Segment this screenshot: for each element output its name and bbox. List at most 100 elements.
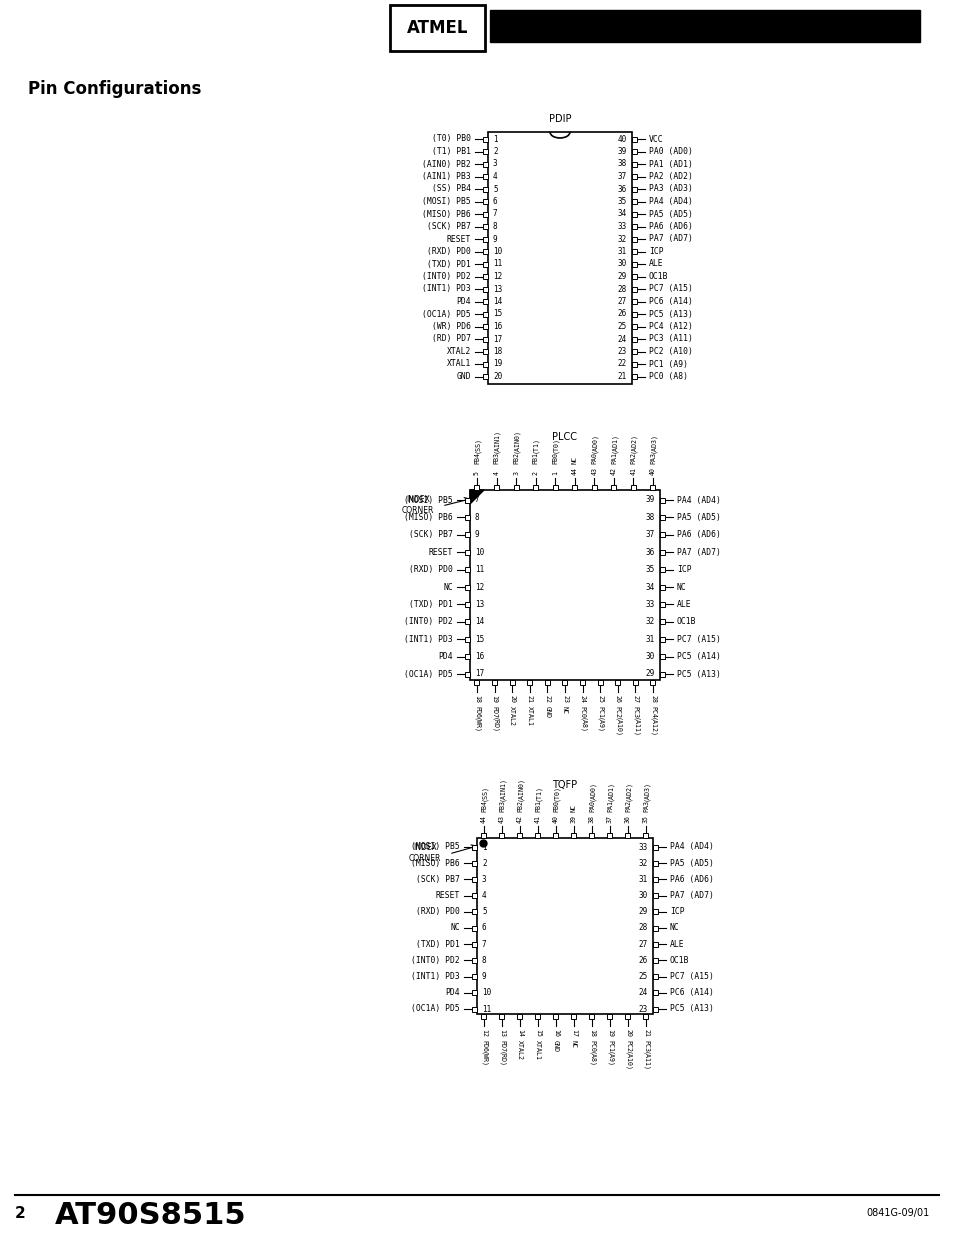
Text: TQFP: TQFP <box>552 781 577 790</box>
Bar <box>513 485 518 490</box>
Text: 26: 26 <box>618 310 626 319</box>
Text: (TXD) PD1: (TXD) PD1 <box>416 940 459 948</box>
Text: 44: 44 <box>480 815 486 823</box>
Text: (SS) PB4: (SS) PB4 <box>432 184 471 194</box>
Polygon shape <box>470 490 483 504</box>
Text: OC1B: OC1B <box>648 272 668 282</box>
Bar <box>464 619 470 625</box>
Bar <box>482 224 488 228</box>
Bar <box>659 619 664 625</box>
Text: 40: 40 <box>553 815 558 823</box>
Text: PB3: PB3 <box>498 800 504 811</box>
Text: 41: 41 <box>535 815 540 823</box>
Text: ATMEL: ATMEL <box>406 19 468 37</box>
Text: PC5 (A13): PC5 (A13) <box>677 669 720 678</box>
Text: 14: 14 <box>493 296 501 306</box>
Text: 11: 11 <box>481 1004 491 1014</box>
Text: 22: 22 <box>544 695 550 703</box>
Text: PC4 (A12): PC4 (A12) <box>648 322 692 331</box>
Bar <box>631 374 637 379</box>
Bar <box>472 958 476 963</box>
Text: ALE: ALE <box>669 940 684 948</box>
Text: (INT0) PD2: (INT0) PD2 <box>411 956 459 965</box>
Text: PC2: PC2 <box>614 706 620 718</box>
Text: (AIN0): (AIN0) <box>513 429 518 453</box>
Bar <box>631 224 637 228</box>
Text: 39: 39 <box>571 815 577 823</box>
Bar <box>472 1007 476 1011</box>
Text: 29: 29 <box>618 272 626 282</box>
Text: 35: 35 <box>645 566 655 574</box>
Text: 43: 43 <box>498 815 504 823</box>
Bar <box>631 236 637 242</box>
Text: (A12): (A12) <box>649 718 656 737</box>
Text: 31: 31 <box>618 247 626 256</box>
Bar <box>481 832 486 839</box>
Text: PA6 (AD6): PA6 (AD6) <box>677 530 720 540</box>
Text: 3: 3 <box>481 874 486 884</box>
Text: 19: 19 <box>606 1029 613 1037</box>
Text: (A10): (A10) <box>614 718 620 737</box>
Text: 40: 40 <box>618 135 626 143</box>
Text: (TXD) PD1: (TXD) PD1 <box>427 259 471 268</box>
Text: (AD0): (AD0) <box>588 781 595 802</box>
Bar <box>535 1014 540 1019</box>
Text: (AD0): (AD0) <box>591 433 597 453</box>
Text: (AIN0): (AIN0) <box>517 777 522 802</box>
Bar <box>659 567 664 572</box>
Bar <box>482 350 488 354</box>
Bar <box>631 311 637 316</box>
Text: (AIN1) PB3: (AIN1) PB3 <box>422 172 471 182</box>
Text: PC3 (A11): PC3 (A11) <box>648 335 692 343</box>
Text: 16: 16 <box>475 652 484 661</box>
Text: XTAL2: XTAL2 <box>446 347 471 356</box>
Text: 12: 12 <box>493 272 501 282</box>
Text: 25: 25 <box>618 322 626 331</box>
Bar <box>482 274 488 279</box>
Text: 21: 21 <box>526 695 532 703</box>
Bar <box>517 832 522 839</box>
Text: 30: 30 <box>618 259 626 268</box>
Text: 42: 42 <box>610 467 617 475</box>
Text: PC0: PC0 <box>588 1040 595 1052</box>
Bar <box>482 324 488 329</box>
Bar <box>630 485 636 490</box>
Text: 43: 43 <box>591 467 597 475</box>
Text: (RD): (RD) <box>498 1051 505 1067</box>
Text: PA7 (AD7): PA7 (AD7) <box>677 547 720 557</box>
Text: 8: 8 <box>475 513 479 522</box>
Bar <box>464 550 470 555</box>
Text: 28: 28 <box>649 695 656 703</box>
Text: 23: 23 <box>561 695 567 703</box>
Text: PC3: PC3 <box>642 1040 648 1052</box>
Bar <box>472 845 476 850</box>
Bar <box>659 515 664 520</box>
Bar <box>652 861 658 866</box>
Text: 31: 31 <box>645 635 655 643</box>
Text: (T0): (T0) <box>552 437 558 453</box>
Text: INDEX
CORNER: INDEX CORNER <box>409 844 440 863</box>
Bar <box>494 485 498 490</box>
Text: 33: 33 <box>639 842 647 851</box>
Text: 29: 29 <box>645 669 655 678</box>
Bar <box>472 925 476 930</box>
Text: 37: 37 <box>618 172 626 182</box>
Text: 24: 24 <box>579 695 585 703</box>
Text: 27: 27 <box>632 695 638 703</box>
Text: PA2: PA2 <box>624 800 630 811</box>
Text: 30: 30 <box>639 892 647 900</box>
Text: NC: NC <box>571 456 578 464</box>
Bar <box>631 174 637 179</box>
Text: PA2: PA2 <box>630 452 636 464</box>
Bar <box>631 211 637 216</box>
Text: 9: 9 <box>493 235 497 243</box>
Text: XTAL2: XTAL2 <box>517 1040 522 1060</box>
Text: 13: 13 <box>498 1029 504 1037</box>
Text: (AD1): (AD1) <box>610 433 617 453</box>
Text: 9: 9 <box>481 972 486 981</box>
Text: NC: NC <box>677 583 686 592</box>
Text: 23: 23 <box>639 1004 647 1014</box>
Text: 20: 20 <box>624 1029 630 1037</box>
Text: 14: 14 <box>517 1029 522 1037</box>
Bar <box>517 1014 522 1019</box>
